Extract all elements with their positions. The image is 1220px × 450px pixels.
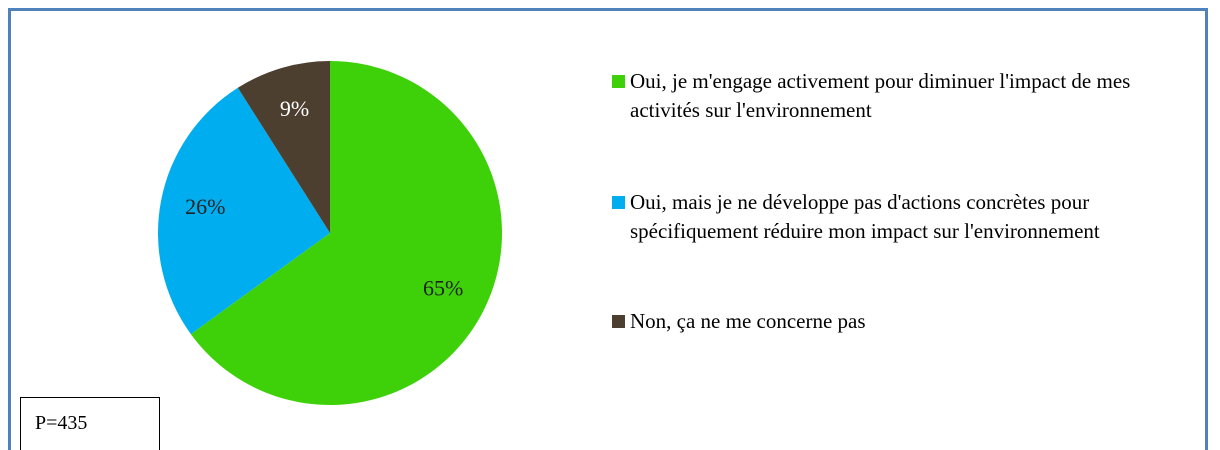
frame (8, 8, 1208, 450)
data-label: 9% (280, 96, 309, 121)
legend-entry: Non, ça ne me concerne pas (612, 307, 1192, 336)
pie-slice (157, 87, 330, 335)
legend-label: Non, ça ne me concerne pas (630, 309, 866, 333)
pie-slice (190, 61, 503, 406)
legend-entry: Oui, je m'engage activement pour diminue… (612, 67, 1192, 125)
legend-entry: Oui, mais je ne développe pas d'actions … (612, 188, 1192, 246)
legend-swatch (612, 75, 625, 88)
legend-label: Oui, mais je ne développe pas d'actions … (630, 190, 1100, 243)
pie-slice (237, 61, 330, 233)
data-label: 65% (423, 276, 463, 301)
data-label: 26% (185, 194, 225, 219)
legend-swatch (612, 196, 625, 209)
annotation: P=435 (20, 397, 160, 450)
legend-label: Oui, je m'engage activement pour diminue… (630, 69, 1131, 122)
legend-swatch (612, 315, 625, 328)
